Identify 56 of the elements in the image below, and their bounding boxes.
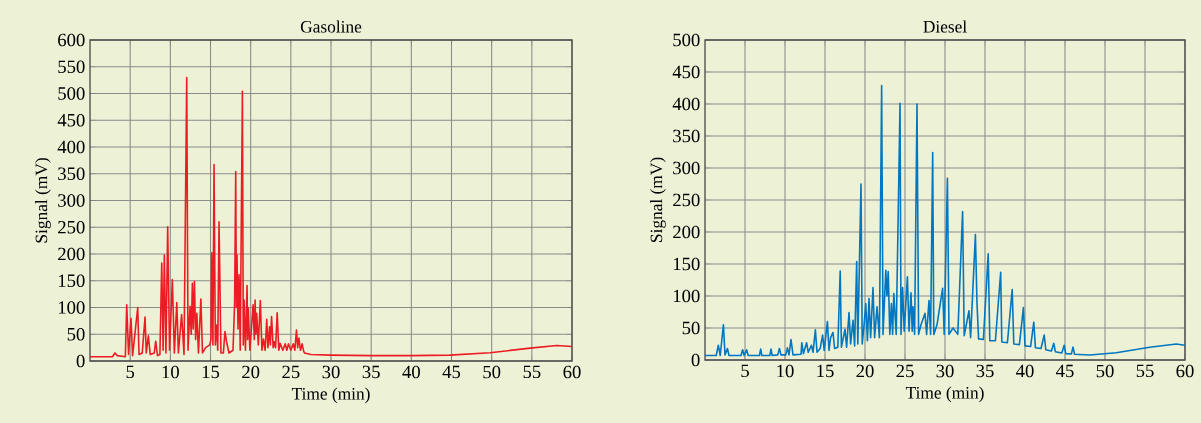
y-tick-label: 300 <box>58 194 85 207</box>
chart-title: Gasoline <box>300 20 362 33</box>
y-tick-label: 150 <box>58 274 85 288</box>
x-tick-label: 40 <box>1016 364 1034 378</box>
y-tick-label: 0 <box>76 354 85 368</box>
y-tick-label: 100 <box>673 289 700 303</box>
x-tick-label: 45 <box>442 365 461 379</box>
y-tick-label: 0 <box>691 353 700 367</box>
x-tick-label: 55 <box>1136 364 1154 378</box>
line-series <box>90 76 573 358</box>
y-tick-label: 350 <box>673 129 700 143</box>
x-tick-label: 15 <box>202 365 220 379</box>
x-tick-label: 20 <box>856 364 874 378</box>
x-tick-label: 5 <box>741 364 749 378</box>
x-tick-label: 10 <box>777 364 794 378</box>
y-tick-label: 50 <box>67 327 85 341</box>
x-tick-label: 50 <box>483 365 501 379</box>
y-tick-label: 300 <box>673 161 700 175</box>
y-axis-title: Signal (mV) <box>35 158 51 243</box>
x-tick-label: 50 <box>1096 364 1114 378</box>
y-tick-label: 200 <box>58 247 85 261</box>
y-tick-label: 450 <box>57 113 85 127</box>
y-tick-label: 550 <box>58 60 85 74</box>
y-tick-label: 450 <box>672 65 700 79</box>
x-tick-label: 15 <box>817 364 834 378</box>
y-tick-label: 500 <box>58 87 85 100</box>
x-tick-label: 60 <box>563 365 581 379</box>
x-tick-label: 55 <box>523 365 541 379</box>
x-tick-label: 30 <box>322 365 340 379</box>
y-axis-title: Signal (mV) <box>650 157 666 242</box>
y-tick-label: 150 <box>673 257 700 271</box>
y-tick-label: 400 <box>57 140 85 154</box>
y-tick-label: 250 <box>673 193 700 207</box>
x-tick-label: 25 <box>896 364 914 378</box>
line-series <box>705 84 1185 357</box>
x-tick-label: 5 <box>126 365 135 379</box>
y-tick-label: 200 <box>673 225 700 239</box>
y-tick-label: 600 <box>58 33 85 47</box>
chart-title: Diesel <box>923 20 967 33</box>
y-tick-label: 50 <box>682 321 700 335</box>
x-tick-label: 45 <box>1056 364 1074 378</box>
x-tick-label: 30 <box>936 364 954 378</box>
y-tick-label: 250 <box>58 220 85 234</box>
y-tick-label: 500 <box>673 33 700 47</box>
x-tick-label: 10 <box>162 365 179 379</box>
x-tick-label: 35 <box>976 364 994 378</box>
y-tick-label: 400 <box>672 97 700 111</box>
x-axis-title: Time (min) <box>291 387 370 404</box>
x-tick-label: 35 <box>362 365 380 379</box>
x-tick-label: 25 <box>282 365 300 379</box>
y-tick-label: 100 <box>58 301 85 314</box>
x-tick-label: 60 <box>1176 364 1194 378</box>
x-tick-label: 40 <box>402 365 420 379</box>
x-tick-label: 20 <box>242 365 260 379</box>
y-tick-label: 350 <box>58 167 85 181</box>
x-axis-title: Time (min) <box>905 386 984 403</box>
